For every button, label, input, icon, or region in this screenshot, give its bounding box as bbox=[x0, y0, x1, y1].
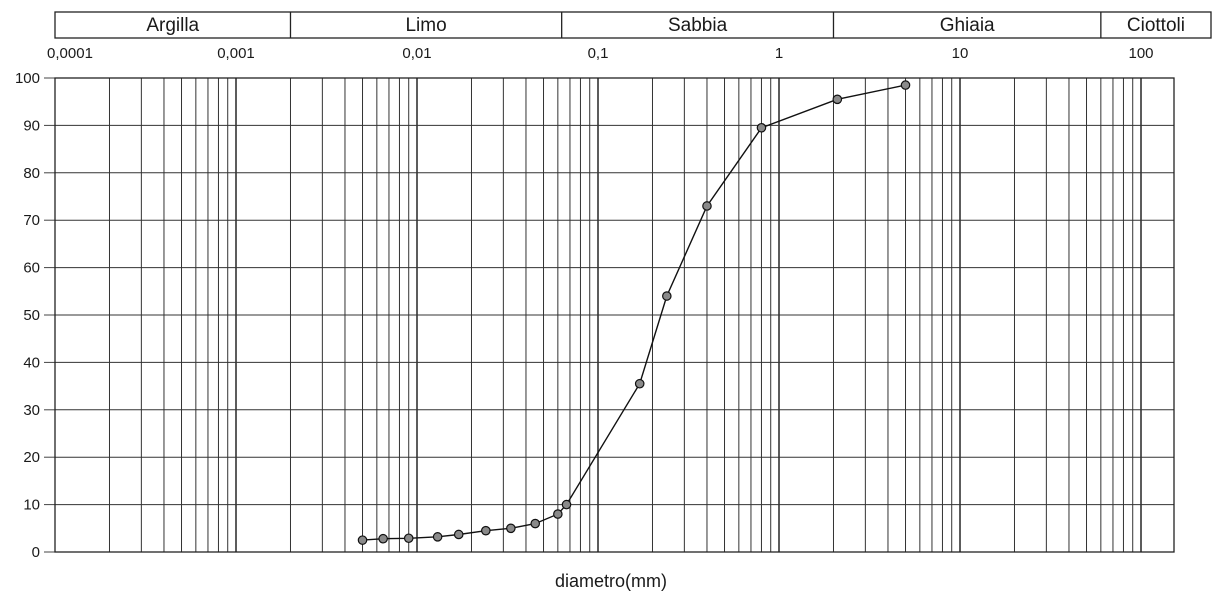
data-point bbox=[662, 291, 672, 301]
data-point bbox=[702, 201, 712, 211]
data-point bbox=[506, 523, 516, 534]
y-tick-labels: 0 10 20 30 40 50 60 70 80 90 100 bbox=[15, 70, 55, 561]
series-line bbox=[362, 84, 906, 541]
classification-band-frame bbox=[54, 11, 1212, 39]
y-tick-label: 20 bbox=[23, 449, 40, 466]
x-tick-label: 0,01 bbox=[402, 45, 431, 62]
classification-band: Argilla Limo Sabbia Ghiaia Ciottoli bbox=[54, 11, 1212, 39]
x-tick-labels: 0,0001 0,001 0,01 0,1 1 10 100 bbox=[47, 45, 1153, 62]
class-label: Argilla bbox=[146, 15, 199, 36]
data-point bbox=[561, 499, 572, 510]
class-label: Ghiaia bbox=[940, 15, 995, 36]
y-tick-label: 50 bbox=[23, 307, 40, 324]
grid-lines bbox=[55, 78, 1174, 552]
y-tick-label: 100 bbox=[15, 70, 40, 87]
class-label: Limo bbox=[405, 15, 446, 36]
data-point bbox=[481, 525, 491, 536]
data-point bbox=[357, 535, 368, 545]
data-point bbox=[634, 378, 645, 389]
data-point bbox=[403, 533, 414, 544]
data-point bbox=[900, 80, 911, 90]
y-tick-label: 80 bbox=[23, 165, 40, 182]
data-series bbox=[357, 80, 911, 545]
data-point bbox=[432, 532, 443, 542]
data-point bbox=[530, 518, 541, 529]
x-tick-label: 1 bbox=[775, 45, 783, 62]
y-tick-label: 60 bbox=[23, 260, 40, 277]
data-point bbox=[378, 533, 388, 544]
y-tick-label: 40 bbox=[23, 354, 40, 371]
y-tick-label: 10 bbox=[23, 497, 40, 514]
data-point bbox=[453, 529, 464, 540]
class-label: Ciottoli bbox=[1127, 15, 1185, 36]
x-axis-label: diametro(mm) bbox=[555, 571, 667, 591]
class-label: Sabbia bbox=[668, 15, 728, 36]
y-tick-label: 70 bbox=[23, 212, 40, 229]
y-tick-label: 90 bbox=[23, 117, 40, 134]
y-tick-label: 30 bbox=[23, 402, 40, 419]
data-point bbox=[756, 122, 767, 133]
x-tick-label: 100 bbox=[1128, 45, 1153, 62]
x-tick-label: 0,001 bbox=[217, 45, 255, 62]
data-point bbox=[553, 509, 563, 519]
data-point bbox=[832, 94, 843, 105]
x-tick-label: 0,1 bbox=[588, 45, 609, 62]
y-tick-label: 0 bbox=[32, 544, 40, 561]
x-tick-label: 0,0001 bbox=[47, 45, 93, 62]
plot-frame bbox=[54, 77, 1175, 553]
x-tick-label: 10 bbox=[952, 45, 969, 62]
